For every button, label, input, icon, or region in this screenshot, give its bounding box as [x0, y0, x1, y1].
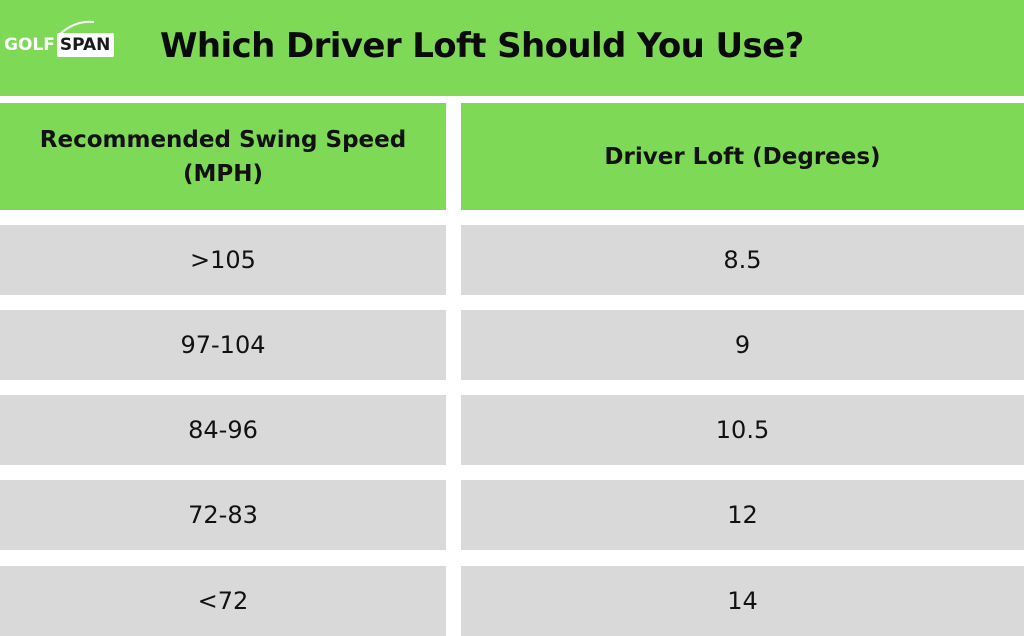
logo-span: SPAN: [56, 33, 115, 57]
table-cell-speed: 84-96: [0, 395, 446, 465]
title-banner: GOLF SPAN Which Driver Loft Should You Us…: [0, 0, 1024, 96]
golfspan-logo: GOLF SPAN: [4, 20, 116, 62]
header-swing-speed: Recommended Swing Speed (MPH): [0, 103, 446, 210]
table-cell-loft: 9: [461, 310, 1024, 380]
header-driver-loft: Driver Loft (Degrees): [461, 103, 1024, 210]
table-cell-loft: 8.5: [461, 225, 1024, 295]
logo-text: GOLF SPAN: [4, 33, 115, 57]
logo-golf: GOLF: [4, 35, 55, 55]
table-cell-loft: 14: [461, 566, 1024, 636]
table-cell-loft: 12: [461, 480, 1024, 550]
table-cell-speed: <72: [0, 566, 446, 636]
table-cell-speed: 97-104: [0, 310, 446, 380]
table-cell-speed: >105: [0, 225, 446, 295]
table-cell-speed: 72-83: [0, 480, 446, 550]
page-title: Which Driver Loft Should You Use?: [160, 26, 804, 66]
table-cell-loft: 10.5: [461, 395, 1024, 465]
